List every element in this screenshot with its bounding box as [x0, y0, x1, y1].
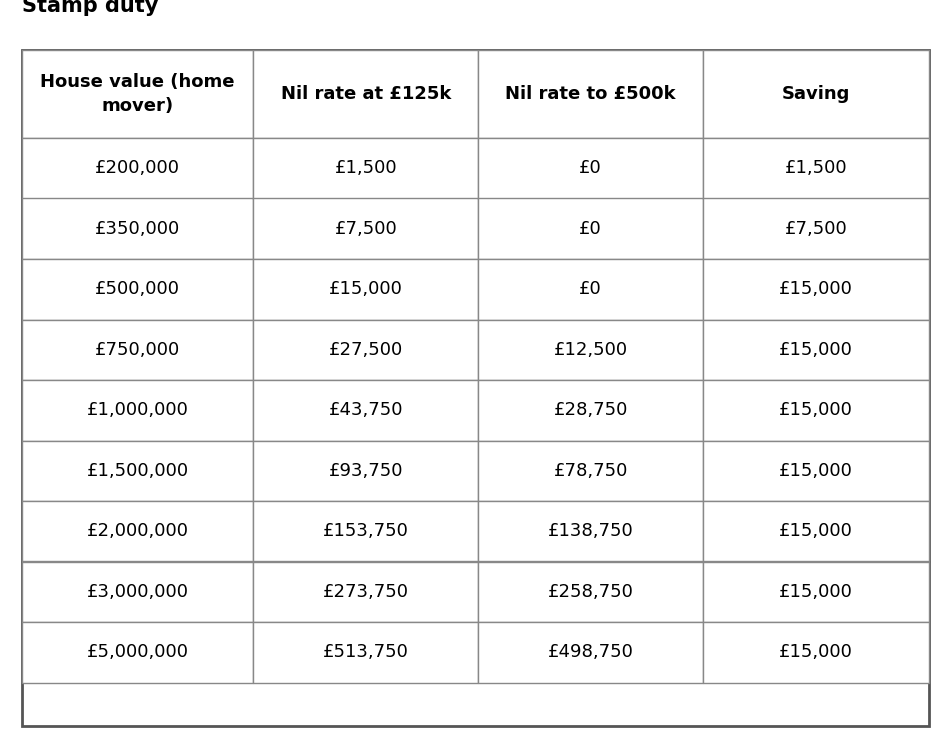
Text: £498,750: £498,750 — [548, 643, 633, 661]
Bar — [478, 501, 703, 562]
Bar — [478, 50, 703, 138]
Bar — [22, 138, 253, 198]
Bar — [703, 198, 929, 259]
Text: £15,000: £15,000 — [779, 583, 853, 601]
Text: £513,750: £513,750 — [322, 643, 409, 661]
Bar — [253, 50, 478, 138]
Bar — [22, 198, 253, 259]
Text: £1,500: £1,500 — [785, 159, 847, 177]
Text: £7,500: £7,500 — [335, 220, 398, 238]
Bar — [22, 562, 253, 622]
Text: £0: £0 — [579, 280, 602, 298]
Bar — [253, 259, 478, 319]
Text: £15,000: £15,000 — [779, 341, 853, 359]
Text: £93,750: £93,750 — [328, 462, 403, 479]
Text: £2,000,000: £2,000,000 — [87, 522, 188, 540]
Bar — [478, 138, 703, 198]
Bar — [22, 441, 253, 501]
Bar — [478, 622, 703, 682]
Text: £3,000,000: £3,000,000 — [87, 583, 188, 601]
Bar — [478, 380, 703, 441]
Bar — [253, 441, 478, 501]
Bar — [22, 319, 253, 380]
Text: £0: £0 — [579, 220, 602, 238]
Text: £12,500: £12,500 — [553, 341, 628, 359]
Bar — [703, 50, 929, 138]
Text: £153,750: £153,750 — [322, 522, 409, 540]
Text: £15,000: £15,000 — [329, 280, 402, 298]
Text: Nil rate to £500k: Nil rate to £500k — [505, 85, 676, 103]
Bar — [478, 441, 703, 501]
Bar — [253, 198, 478, 259]
Bar — [478, 259, 703, 319]
Text: £1,500: £1,500 — [335, 159, 398, 177]
Text: £750,000: £750,000 — [95, 341, 181, 359]
Bar — [478, 562, 703, 622]
Bar — [703, 441, 929, 501]
Bar — [253, 138, 478, 198]
Text: House value (home
mover): House value (home mover) — [40, 73, 235, 114]
Text: £200,000: £200,000 — [95, 159, 180, 177]
Bar — [22, 50, 253, 138]
Text: £500,000: £500,000 — [95, 280, 180, 298]
Text: £1,000,000: £1,000,000 — [87, 401, 188, 419]
Bar — [478, 319, 703, 380]
Text: £15,000: £15,000 — [779, 280, 853, 298]
Bar — [703, 562, 929, 622]
Text: £258,750: £258,750 — [548, 583, 633, 601]
Bar — [22, 501, 253, 562]
Bar — [478, 198, 703, 259]
Text: £7,500: £7,500 — [785, 220, 847, 238]
Text: £273,750: £273,750 — [322, 583, 409, 601]
Text: £78,750: £78,750 — [553, 462, 628, 479]
Text: £15,000: £15,000 — [779, 462, 853, 479]
Text: £1,500,000: £1,500,000 — [87, 462, 188, 479]
Bar — [22, 259, 253, 319]
Text: £15,000: £15,000 — [779, 522, 853, 540]
Text: £28,750: £28,750 — [553, 401, 628, 419]
Bar — [22, 380, 253, 441]
Text: £15,000: £15,000 — [779, 643, 853, 661]
Text: Saving: Saving — [782, 85, 850, 103]
Text: £138,750: £138,750 — [548, 522, 633, 540]
Bar — [253, 622, 478, 682]
Bar — [253, 562, 478, 622]
Bar — [703, 319, 929, 380]
Text: £350,000: £350,000 — [95, 220, 181, 238]
Text: Stamp duty: Stamp duty — [22, 0, 159, 16]
Bar — [703, 259, 929, 319]
Bar — [22, 622, 253, 682]
Text: £0: £0 — [579, 159, 602, 177]
Bar — [703, 622, 929, 682]
Bar — [253, 380, 478, 441]
Bar — [253, 501, 478, 562]
Text: Nil rate at £125k: Nil rate at £125k — [281, 85, 451, 103]
Text: £5,000,000: £5,000,000 — [87, 643, 188, 661]
Text: £27,500: £27,500 — [329, 341, 403, 359]
Bar — [253, 319, 478, 380]
Bar — [703, 138, 929, 198]
Text: £15,000: £15,000 — [779, 401, 853, 419]
Text: £43,750: £43,750 — [328, 401, 403, 419]
Bar — [703, 380, 929, 441]
Bar — [703, 501, 929, 562]
